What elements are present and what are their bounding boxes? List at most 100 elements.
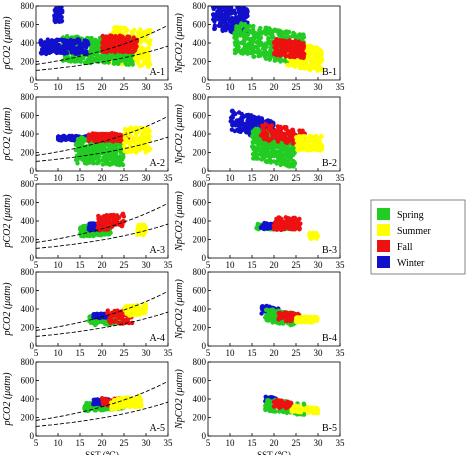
y-tick-label: 400	[193, 129, 207, 139]
data-point	[254, 156, 259, 161]
data-point	[292, 63, 298, 69]
data-point	[109, 151, 115, 156]
data-point	[71, 49, 76, 55]
data-point	[239, 22, 244, 27]
data-point	[256, 115, 261, 120]
data-point	[103, 225, 109, 230]
data-point	[266, 37, 271, 42]
data-point	[277, 40, 282, 46]
data-point	[263, 41, 269, 46]
data-point	[316, 57, 321, 62]
data-point	[265, 137, 271, 143]
panel-points	[55, 125, 153, 168]
x-tick-label: 20	[270, 82, 280, 92]
data-point	[230, 121, 235, 127]
cluster-winter	[258, 220, 281, 231]
cluster-winter	[52, 6, 65, 25]
data-point	[275, 149, 280, 154]
cluster-summer	[135, 222, 148, 237]
data-point	[114, 159, 119, 165]
data-point	[83, 50, 88, 55]
data-point	[252, 118, 257, 124]
data-point	[75, 158, 80, 163]
data-point	[122, 126, 128, 132]
data-point	[287, 52, 292, 57]
data-point	[297, 216, 302, 222]
data-point	[105, 142, 110, 147]
dashed-curve	[36, 223, 168, 249]
data-point	[104, 156, 110, 161]
data-point	[236, 110, 242, 115]
data-point	[277, 49, 283, 55]
data-point	[230, 16, 235, 21]
x-tick-label: 30	[314, 260, 324, 270]
y-tick-label: 200	[21, 57, 35, 67]
data-point	[264, 44, 269, 49]
y-tick-label: 600	[21, 198, 35, 208]
data-point	[130, 49, 135, 55]
data-point	[102, 232, 108, 237]
data-point	[261, 143, 266, 148]
data-point	[101, 132, 106, 137]
data-point	[258, 133, 264, 138]
x-tick-label: 15	[76, 260, 86, 270]
y-tick-label: 400	[193, 216, 207, 226]
data-point	[125, 36, 130, 41]
data-point	[122, 319, 127, 324]
data-point	[80, 139, 86, 145]
x-tick-label: 5	[206, 260, 211, 270]
data-point	[269, 35, 275, 40]
y-axis-label: pCO2 (μatm)	[2, 107, 13, 162]
data-point	[80, 157, 85, 162]
data-point	[258, 35, 264, 40]
y-tick-label: 800	[21, 179, 35, 189]
x-tick-label: 35	[164, 173, 174, 183]
data-point	[269, 30, 275, 35]
data-point	[118, 58, 124, 64]
data-point	[277, 131, 283, 136]
x-tick-label: 25	[120, 173, 130, 183]
data-point	[244, 7, 250, 13]
data-point	[84, 59, 89, 65]
data-point	[146, 136, 151, 141]
data-point	[277, 310, 283, 316]
panel-label: A-4	[149, 333, 165, 344]
data-point	[93, 153, 98, 158]
x-tick-label: 20	[270, 260, 280, 270]
data-point	[114, 135, 119, 141]
x-tick-label: 5	[34, 260, 39, 270]
data-point	[117, 25, 123, 30]
data-point	[300, 144, 305, 149]
data-point	[47, 50, 52, 55]
data-point	[311, 61, 316, 66]
data-point	[115, 43, 120, 48]
data-point	[105, 311, 110, 316]
data-point	[57, 48, 62, 53]
dashed-curve	[36, 45, 168, 71]
data-point	[292, 215, 297, 220]
data-point	[115, 46, 120, 51]
data-point	[76, 48, 81, 53]
data-point	[318, 134, 324, 139]
data-point	[251, 31, 257, 37]
data-point	[77, 227, 83, 232]
data-point	[264, 317, 269, 323]
data-point	[274, 161, 279, 166]
data-point	[287, 129, 292, 135]
data-point	[238, 17, 244, 22]
data-point	[112, 54, 117, 60]
data-point	[276, 28, 281, 33]
x-tick-label: 15	[76, 82, 86, 92]
data-point	[262, 152, 268, 157]
data-point	[318, 142, 324, 147]
x-tick-label: 35	[164, 82, 174, 92]
data-point	[262, 140, 267, 145]
data-point	[122, 144, 127, 149]
data-point	[133, 41, 138, 47]
y-tick-label: 800	[193, 1, 207, 11]
data-point	[106, 214, 111, 219]
cluster-summer	[294, 314, 320, 325]
